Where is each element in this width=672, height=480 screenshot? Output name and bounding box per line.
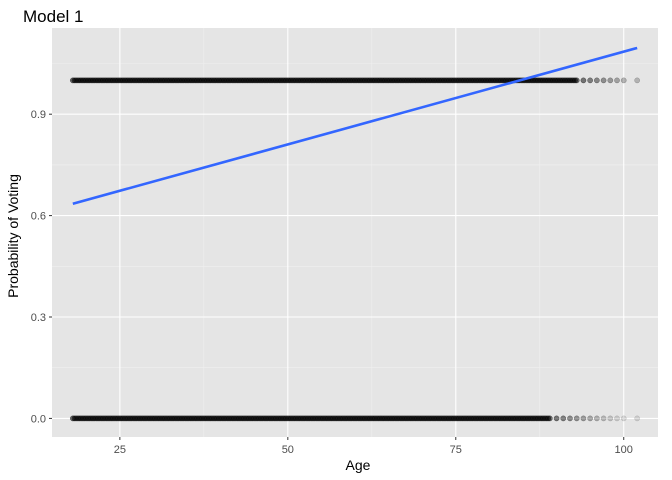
data-point [580,77,587,84]
data-point [620,77,627,84]
data-point [620,415,627,422]
data-point [634,77,641,84]
x-tick-label: 25 [114,444,126,456]
regression-line [72,46,638,206]
x-tick-label: 50 [282,444,294,456]
x-axis-title: Age [346,457,371,473]
data-point [607,415,614,422]
data-point [614,415,620,422]
x-axis-ticks: 25 50 75 100 [114,437,633,456]
data-point [567,415,573,422]
y-axis-title: Probability of Voting [5,174,21,298]
data-point [546,415,553,422]
y-tick-label: 0.3 [31,312,46,324]
data-point [587,415,593,422]
data-point [607,77,614,84]
data-point [594,415,600,422]
data-point [553,415,560,422]
y-tick-label: 0.0 [31,413,46,425]
data-point [587,77,593,84]
x-tick-label: 75 [450,444,462,456]
y-tick-label: 0.9 [31,109,46,121]
data-point [634,415,641,422]
data-point [573,77,580,84]
data-point [600,77,607,84]
data-point [614,77,620,84]
y-tick-label: 0.6 [31,211,46,223]
y-axis-ticks: 0.0 0.3 0.6 0.9 [31,109,52,425]
data-point [573,415,580,422]
x-tick-label: 100 [615,444,633,456]
data-point [580,415,587,422]
data-point [594,77,600,84]
fit-line-layer [72,46,638,206]
points-layer [69,77,641,422]
data-point [560,415,567,422]
plot-panel [52,28,658,437]
data-point [600,415,607,422]
grid-minor [52,28,658,437]
chart-title: Model 1 [23,7,83,26]
